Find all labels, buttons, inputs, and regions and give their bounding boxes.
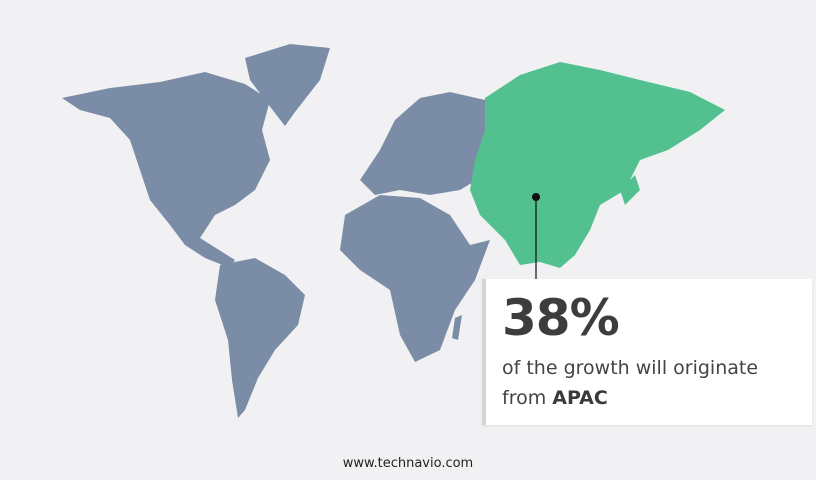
asia-highlight [470,62,725,268]
growth-description: of the growth will originate from APAC [502,353,758,413]
japan [620,175,640,205]
growth-percent: 38% [502,289,620,347]
north-america [62,72,270,268]
greenland [245,44,330,126]
europe [360,92,485,195]
description-text: of the growth will originate [502,357,759,379]
footer-url: www.technavio.com [342,456,474,471]
stat-callout: 38% of the growth will originate from AP… [482,279,812,425]
region-label: APAC [552,387,608,409]
africa [340,195,490,362]
pin-dot [532,193,540,201]
south-america [215,258,305,418]
description-prefix: from [502,387,547,409]
madagascar [452,315,462,340]
